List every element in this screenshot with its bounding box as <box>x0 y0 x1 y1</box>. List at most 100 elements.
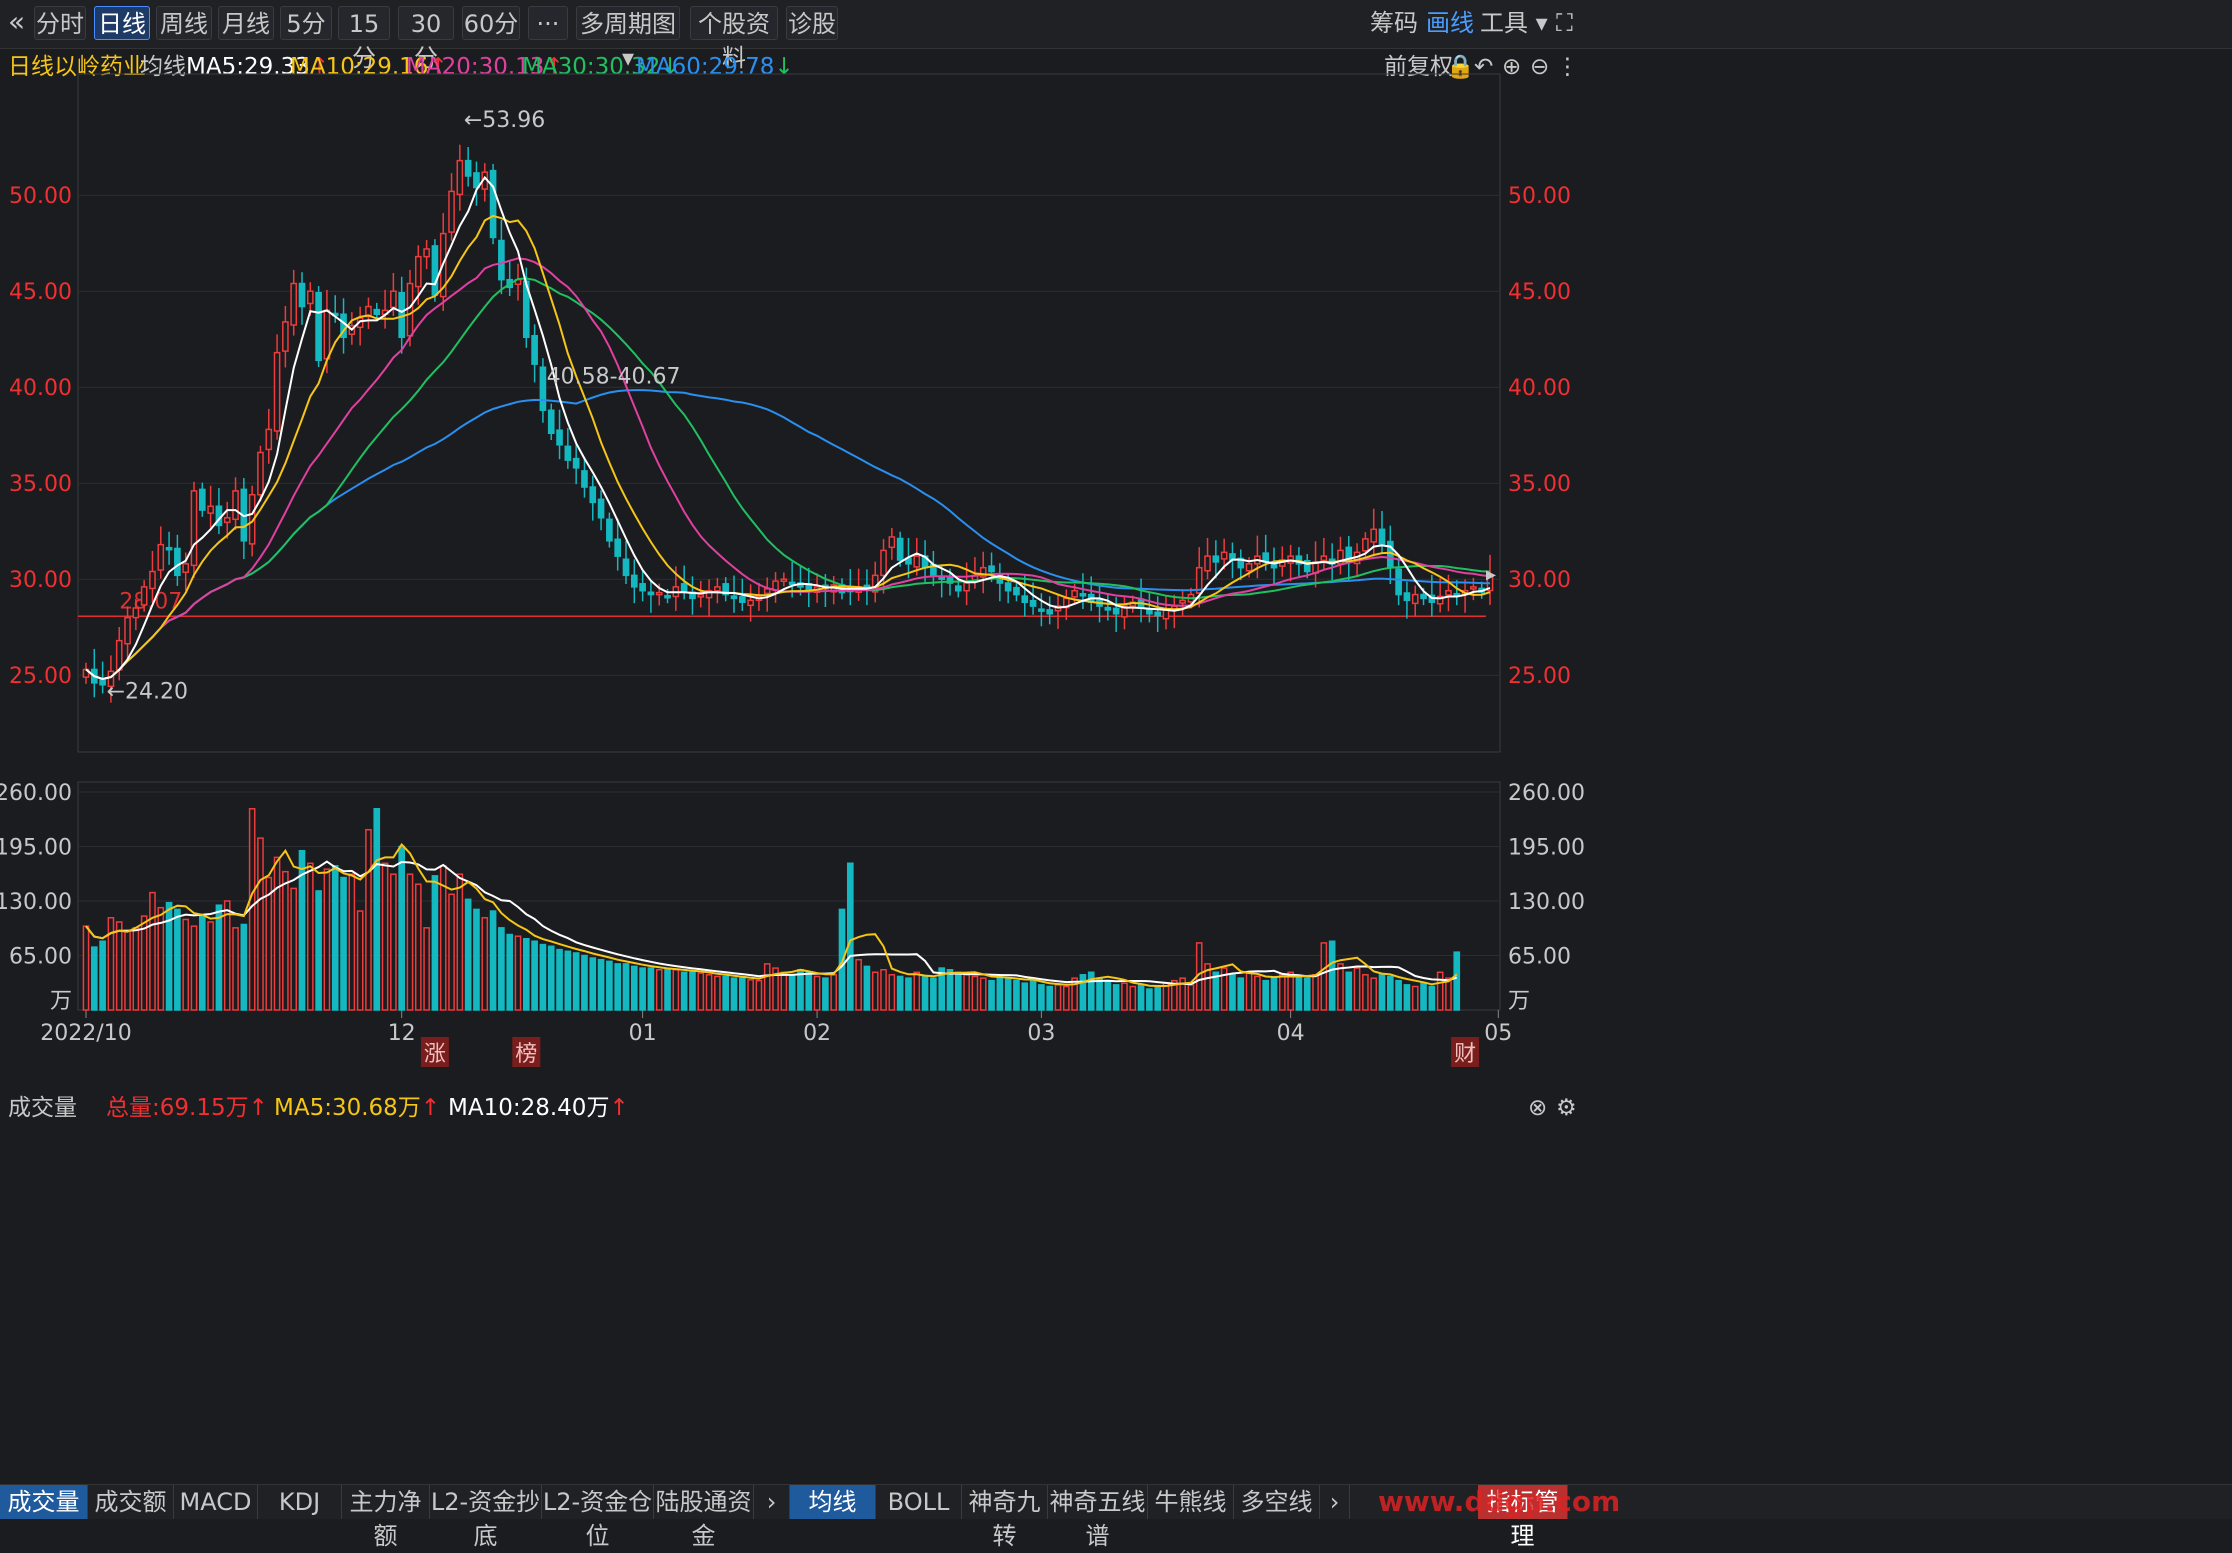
ma60-line <box>85 389 1491 681</box>
candle-body <box>722 583 730 596</box>
tab-five-lines[interactable]: 神奇五线谱 <box>1048 1485 1148 1550</box>
price-axis-label-left: 45.00 <box>9 280 72 305</box>
volume-bar <box>365 828 372 1011</box>
tab-60min[interactable]: 60分 <box>462 6 520 40</box>
chevron-right-icon[interactable]: › <box>754 1485 790 1519</box>
undo-icon[interactable]: ↶ <box>1474 54 1494 80</box>
tab-15min[interactable]: 15分 <box>338 6 390 72</box>
zoom-out-icon[interactable]: ⊖ <box>1530 54 1550 80</box>
volume-bar <box>373 808 381 1011</box>
tab-diagnosis[interactable]: 诊股 <box>786 6 838 40</box>
volume-bar <box>655 969 663 1011</box>
candle-body <box>1395 568 1402 596</box>
tab-boll[interactable]: BOLL <box>876 1485 962 1519</box>
more-icon[interactable]: ··· <box>528 6 568 40</box>
candle-body <box>514 278 522 286</box>
tab-l2-bottom[interactable]: L2-资金抄底 <box>430 1485 542 1550</box>
candle-body <box>431 245 439 296</box>
candle-body <box>1303 560 1311 573</box>
tab-main-net[interactable]: 主力净额 <box>342 1485 430 1550</box>
event-marker-label: 财 <box>1454 1042 1476 1067</box>
candle-body <box>747 599 754 607</box>
volume-bar <box>1420 982 1427 1011</box>
volume-bar <box>265 876 273 1011</box>
support-level-label: 28.07 <box>119 589 182 614</box>
volume-bar <box>672 969 680 1011</box>
volume-bar <box>456 873 464 1011</box>
more-vertical-icon[interactable]: ⋮ <box>1556 54 1579 80</box>
candle-body <box>714 586 721 592</box>
tab-5min[interactable]: 5分 <box>280 6 332 40</box>
price-chart[interactable]: 25.00 25.00 30.00 30.00 35.00 35.00 40.00 40.00… <box>0 0 2232 1518</box>
x-tick-label: 01 <box>629 1021 657 1046</box>
volume-bar <box>431 875 439 1011</box>
volume-bar <box>822 977 829 1011</box>
tab-stock-info[interactable]: 个股资料 <box>690 6 778 72</box>
candle-body <box>232 490 239 521</box>
fullscreen-icon[interactable]: ⛶ <box>1556 9 1573 37</box>
collapse-left-icon[interactable]: « <box>8 5 26 38</box>
lock-icon[interactable]: 🔒 <box>1446 54 1475 80</box>
volume-bar <box>730 977 738 1011</box>
volume-ma5-text: MA5:30.68万 <box>274 1095 421 1121</box>
tab-bull-bear[interactable]: 牛熊线 <box>1148 1485 1234 1519</box>
candle-body <box>705 589 713 599</box>
volume-bar <box>581 954 588 1011</box>
dropdown-arrow-icon: ▾ <box>1535 9 1548 37</box>
candle-body <box>1411 593 1419 605</box>
tab-turnover[interactable]: 成交额 <box>88 1485 174 1519</box>
candle-body <box>331 312 339 317</box>
candle-body <box>1038 608 1045 612</box>
candle-body <box>1162 609 1170 620</box>
tab-volume[interactable]: 成交量 <box>0 1485 88 1519</box>
tools-button[interactable]: 工具 ▾ <box>1480 6 1548 40</box>
down-arrow-icon: ↓ <box>774 54 794 80</box>
candle-body <box>572 457 580 469</box>
candle-body <box>182 563 190 574</box>
tab-kdj[interactable]: KDJ <box>258 1485 342 1519</box>
volume-bar <box>905 977 912 1011</box>
candle-body <box>639 583 646 592</box>
chevron-right-icon[interactable]: › <box>1320 1485 1350 1519</box>
tab-daily[interactable]: 日线 <box>94 6 150 40</box>
candle-body <box>539 366 547 411</box>
volume-bar <box>165 901 173 1011</box>
tab-weekly[interactable]: 周线 <box>156 6 212 40</box>
candle-body <box>265 428 273 451</box>
volume-bar <box>1038 984 1045 1011</box>
volume-bar <box>439 865 447 1011</box>
volume-bar <box>1337 963 1344 1011</box>
volume-bar <box>664 969 671 1011</box>
tab-macd[interactable]: MACD <box>174 1485 258 1519</box>
tab-fenshi[interactable]: 分时 <box>34 6 86 40</box>
candle-body <box>888 536 896 549</box>
volume-bar <box>423 927 430 1011</box>
adjust-button[interactable]: 前复权 <box>1384 54 1453 80</box>
volume-bar <box>1137 984 1145 1011</box>
volume-bar <box>506 933 514 1011</box>
tab-ma[interactable]: 均线 <box>790 1485 876 1519</box>
volume-bar <box>913 971 921 1011</box>
tab-multi-period[interactable]: 多周期图 ▾ <box>576 6 680 72</box>
close-icon[interactable]: ⊗ <box>1528 1095 1548 1121</box>
candle-body <box>1470 586 1477 590</box>
volume-bar <box>1362 974 1369 1011</box>
tab-l2-position[interactable]: L2-资金仓位 <box>542 1485 654 1550</box>
ma60-value: MA60:29.78↓ <box>636 48 794 86</box>
volume-ma5: MA5:30.68万↑ <box>274 1090 440 1126</box>
tab-30min[interactable]: 30分 <box>398 6 454 72</box>
gear-icon[interactable]: ⚙ <box>1556 1095 1577 1121</box>
tab-northbound[interactable]: 陆股通资金 <box>654 1485 754 1550</box>
chips-button[interactable]: 筹码 <box>1370 9 1418 37</box>
volume-bar <box>124 929 131 1011</box>
zoom-in-icon[interactable]: ⊕ <box>1502 54 1522 80</box>
draw-line-button[interactable]: 画线 <box>1426 9 1474 37</box>
tab-long-short[interactable]: 多空线 <box>1234 1485 1320 1519</box>
volume-bar <box>564 950 572 1011</box>
candle-body <box>1195 566 1203 594</box>
indicator-manage-button[interactable]: 指标管理 <box>1478 1485 1568 1550</box>
volume-bar <box>979 977 987 1011</box>
tab-monthly[interactable]: 月线 <box>218 6 274 40</box>
tab-nine-turn[interactable]: 神奇九转 <box>962 1485 1048 1550</box>
candle-body <box>1436 595 1444 605</box>
